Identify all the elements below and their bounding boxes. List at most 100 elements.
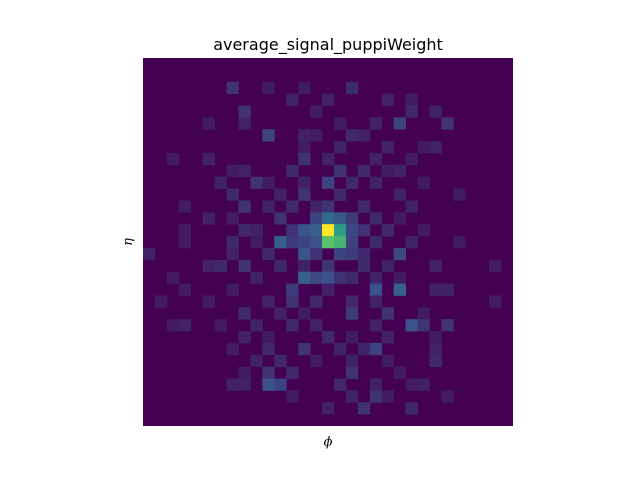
- heatmap-cell: [357, 402, 371, 415]
- heatmap-cell: [441, 117, 454, 130]
- heatmap-cell: [262, 378, 275, 391]
- heatmap-cell: [238, 378, 251, 391]
- heatmap-cell: [369, 176, 383, 189]
- heatmap-cell: [202, 212, 216, 225]
- heatmap-cell: [178, 224, 192, 237]
- heatmap-cell: [274, 188, 287, 201]
- heatmap-cell: [369, 390, 383, 403]
- heatmap-cell: [310, 224, 323, 237]
- heatmap-cell: [238, 200, 251, 213]
- heatmap-cell: [393, 247, 406, 261]
- heatmap-cell: [214, 319, 227, 332]
- heatmap-cell: [226, 164, 239, 178]
- heatmap-cell: [262, 129, 275, 142]
- heatmap-cell: [369, 378, 383, 391]
- heatmap-cell: [322, 212, 335, 225]
- heatmap-cell: [322, 283, 335, 296]
- heatmap-cell: [429, 259, 442, 273]
- heatmap-cell: [274, 378, 287, 391]
- heatmap-cell: [250, 319, 263, 332]
- chart-title: average_signal_puppiWeight: [213, 35, 443, 55]
- heatmap-cell: [333, 141, 347, 154]
- heatmap-cell: [405, 93, 418, 106]
- heatmap-cell: [178, 319, 192, 332]
- heatmap-cell: [322, 402, 335, 415]
- heatmap-cell: [250, 236, 263, 249]
- heatmap-cell: [357, 164, 371, 178]
- heatmap-cell: [226, 188, 239, 201]
- heatmap-cell: [226, 247, 239, 261]
- heatmap-cell: [417, 224, 430, 237]
- heatmap-cell: [310, 212, 323, 225]
- heatmap-cell: [143, 247, 156, 261]
- heatmap-cell: [154, 295, 168, 308]
- heatmap-cell: [453, 236, 466, 249]
- heatmap-cell: [262, 331, 275, 344]
- heatmap-cell: [202, 259, 216, 273]
- heatmap-cell: [238, 366, 251, 379]
- heatmap-cell: [429, 354, 442, 368]
- heatmap-cell: [333, 212, 347, 225]
- heatmap-cell: [357, 129, 371, 142]
- heatmap-cell: [226, 378, 239, 391]
- heatmap-cell: [381, 141, 395, 154]
- heatmap-cell: [250, 271, 263, 284]
- heatmap-cell: [310, 295, 323, 308]
- heatmap-cell: [393, 188, 406, 201]
- heatmap-cell: [226, 342, 239, 356]
- heatmap-cell: [298, 152, 311, 166]
- heatmap-cell: [405, 402, 418, 415]
- heatmap-cell: [166, 319, 180, 332]
- heatmap-cell: [333, 378, 347, 391]
- heatmap-cell: [178, 283, 192, 296]
- heatmap-cell: [441, 283, 454, 296]
- heatmap-cell: [226, 236, 239, 249]
- heatmap-cell: [298, 188, 311, 201]
- heatmap-cell: [345, 331, 359, 344]
- heatmap-cell: [489, 295, 502, 308]
- heatmap-cell: [429, 105, 442, 118]
- heatmap-cell: [381, 307, 395, 320]
- heatmap-cell: [214, 176, 227, 189]
- heatmap-cell: [345, 366, 359, 379]
- heatmap-cell: [298, 176, 311, 189]
- heatmap-cell: [298, 224, 311, 237]
- heatmap-cell: [405, 378, 418, 391]
- heatmap-cell: [226, 283, 239, 296]
- heatmap-cell: [262, 366, 275, 379]
- heatmap-cell: [202, 117, 216, 130]
- heatmap-cell: [310, 354, 323, 368]
- heatmap-cell: [333, 271, 347, 284]
- heatmap-cell: [286, 319, 299, 332]
- heatmap-cell: [202, 152, 216, 166]
- heatmap-cell: [298, 271, 311, 284]
- heatmap-cell: [310, 105, 323, 118]
- heatmap-cell: [333, 247, 347, 261]
- heatmap-cell: [405, 200, 418, 213]
- heatmap-cell: [333, 117, 347, 130]
- heatmap-cell: [274, 259, 287, 273]
- heatmap-cell: [345, 295, 359, 308]
- heatmap-cell: [322, 331, 335, 344]
- y-axis-label: η: [121, 238, 136, 246]
- heatmap-cell: [262, 247, 275, 261]
- heatmap-cell: [238, 307, 251, 320]
- heatmap-cell: [417, 319, 430, 332]
- heatmap-cell: [274, 307, 287, 320]
- heatmap-cell: [417, 176, 430, 189]
- heatmap-cell: [322, 200, 335, 213]
- heatmap-cell: [310, 247, 323, 261]
- heatmap-cell: [214, 259, 227, 273]
- heatmap-cell: [345, 224, 359, 237]
- heatmap-cell: [333, 164, 347, 178]
- heatmap-cell: [381, 390, 395, 403]
- heatmap-cell: [345, 129, 359, 142]
- heatmap-cell: [298, 129, 311, 142]
- heatmap-cell: [345, 271, 359, 284]
- heatmap-cell: [298, 342, 311, 356]
- heatmap-cell: [429, 283, 442, 296]
- heatmap-cell: [357, 224, 371, 237]
- heatmap-cell: [489, 259, 502, 273]
- heatmap-cell: [345, 81, 359, 95]
